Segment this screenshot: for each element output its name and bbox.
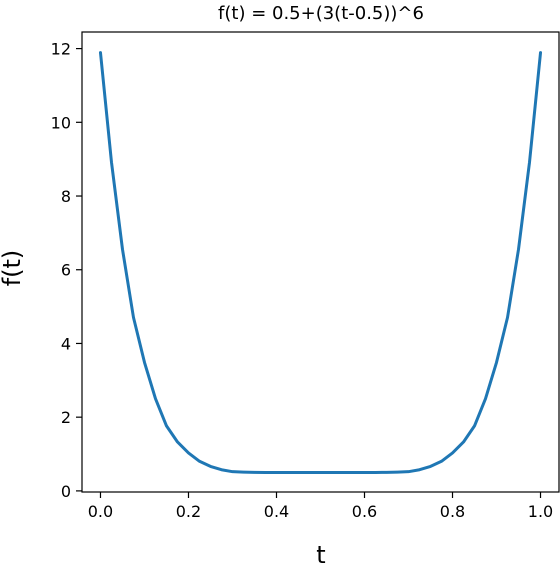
y-tick-label: 2 xyxy=(61,408,71,427)
plot-frame xyxy=(81,31,560,493)
x-tick-label: 0.2 xyxy=(176,502,201,521)
y-axis: 0 2 4 6 8 10 12 xyxy=(51,40,82,501)
y-axis-title: f(t) xyxy=(0,250,26,287)
y-tick-label: 8 xyxy=(61,187,71,206)
y-tick-label: 4 xyxy=(61,334,71,353)
y-tick-label: 12 xyxy=(51,40,71,59)
x-tick-label: 0.0 xyxy=(88,502,113,521)
x-tick-label: 0.8 xyxy=(440,502,465,521)
x-tick-label: 0.4 xyxy=(264,502,289,521)
x-axis-title: t xyxy=(316,541,325,566)
chart-title: f(t) = 0.5+(3(t-0.5))^6 xyxy=(218,3,424,24)
series-line xyxy=(98,51,543,474)
y-tick-label: 0 xyxy=(61,482,71,501)
y-tick-label: 6 xyxy=(61,261,71,280)
x-axis: 0.0 0.2 0.4 0.6 0.8 1.0 xyxy=(88,492,553,521)
y-tick-label: 10 xyxy=(51,113,71,132)
x-tick-label: 0.6 xyxy=(352,502,377,521)
x-tick-label: 1.0 xyxy=(528,502,553,521)
